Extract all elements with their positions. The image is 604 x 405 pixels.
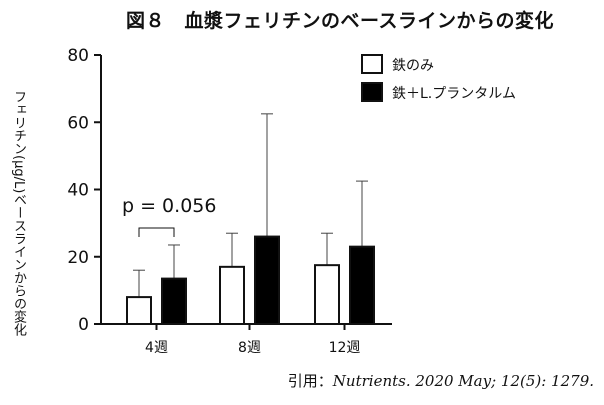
bar-iron-lplantarum [161,277,187,326]
x-tick-label: 8週 [238,340,261,356]
bar-iron-only [314,264,340,325]
legend-swatch [361,82,383,102]
legend-label: 鉄＋L.プランタルム [392,86,516,102]
y-tick-label: 40 [67,181,89,201]
bar-iron-only [126,296,152,326]
legend-label: 鉄のみ [392,58,434,74]
y-tick-label: 80 [67,46,89,66]
citation-source: Nutrients. 2020 May; 12(5): 1279. [332,372,594,390]
citation-prefix: 引用： [287,372,333,390]
x-tick-label: 12週 [329,340,361,356]
x-tick-label: 4週 [145,340,168,356]
legend-swatch [361,54,383,74]
bar-iron-only [219,265,245,325]
figure-title: 図８ 血漿フェリチンのベースラインからの変化 [126,10,555,32]
y-tick-label: 60 [67,113,89,133]
citation: 引用：Nutrients. 2020 May; 12(5): 1279. [288,370,594,391]
bar-iron-lplantarum [254,235,280,325]
bar-iron-lplantarum [349,245,375,326]
significance-bracket [138,227,175,237]
y-axis-label: フェリチン(μg/L)ベースラインからの変化 [11,89,26,337]
y-tick-label: 0 [78,315,89,335]
y-tick-label: 20 [67,248,89,268]
p-value-annotation: p = 0.056 [122,195,216,217]
